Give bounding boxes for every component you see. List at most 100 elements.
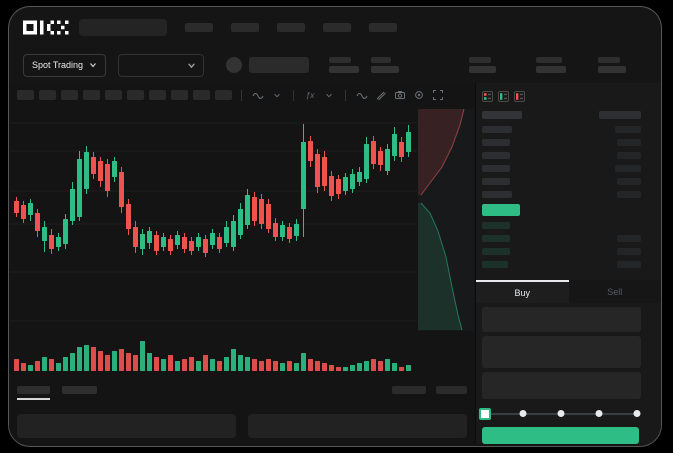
candle-body [259,199,264,224]
orders-table-left[interactable] [17,414,236,438]
pair-dropdown[interactable] [118,53,205,77]
timeframe-button-placeholder[interactable] [105,90,122,100]
order-history-tab[interactable] [62,386,97,394]
ask-amount-placeholder [615,125,641,133]
functions-icon[interactable]: ƒx [305,90,315,100]
price-field[interactable] [482,307,641,333]
volume-bar [266,359,271,371]
volume-bar [406,365,411,371]
nav-item-placeholder[interactable] [323,22,351,32]
last-price-row [482,201,641,219]
candle-body [343,177,348,191]
orders-filter-placeholder[interactable] [436,386,467,394]
orderbook-ask-row[interactable] [482,149,641,162]
orders-filter-placeholder[interactable] [392,386,426,394]
chevron-down-icon[interactable] [270,88,284,102]
timeframe-button-placeholder[interactable] [127,90,144,100]
candle-body [252,197,257,221]
volume-bar [294,363,299,371]
orderbook-bid-row[interactable] [482,232,641,245]
nav-item-placeholder[interactable] [369,22,397,32]
fullscreen-icon[interactable] [431,88,445,102]
orderbook-bid-row[interactable] [482,219,641,232]
orderbook-bid-row[interactable] [482,245,641,258]
stat-group [371,57,400,73]
orderbook-ask-row[interactable] [482,188,641,201]
chart-toolbar: ƒx [9,83,475,107]
slider-stop[interactable] [519,410,527,418]
orderbook-ask-row[interactable] [482,175,641,188]
candle-body [112,161,117,177]
timeframe-button-placeholder[interactable] [171,90,188,100]
buy-submit-button[interactable] [482,426,639,445]
volume-bar [210,359,215,371]
orderbook-ask-row[interactable] [482,162,641,175]
total-field[interactable] [482,372,641,400]
volume-bar [56,363,61,371]
timeframe-button-placeholder[interactable] [39,90,56,100]
indicators-wave-icon[interactable] [251,88,265,102]
candle-body [336,179,341,194]
slider-stop[interactable] [557,410,565,418]
bid-price-placeholder [482,234,510,242]
slider-handle[interactable] [479,408,491,421]
orderbook-bid-row[interactable] [482,258,641,271]
volume-bar [238,355,243,371]
amount-field[interactable] [482,336,641,369]
volume-bar [252,359,257,371]
ask-price-placeholder [482,164,510,172]
nav-item-placeholder[interactable] [231,22,259,32]
timeframe-button-placeholder[interactable] [149,90,166,100]
book-bids-icon[interactable] [498,91,509,102]
price-placeholder [249,57,310,73]
nav-item-placeholder[interactable] [185,22,213,32]
volume-bar [217,361,222,371]
camera-icon[interactable] [393,88,407,102]
candlestick-chart[interactable] [9,107,475,381]
top-navbar [9,7,661,47]
volume-bar [322,363,327,371]
open-orders-tab[interactable] [17,386,50,400]
stat-value-placeholder [598,66,627,73]
timeframe-button-placeholder[interactable] [215,90,232,100]
amount-slider[interactable] [479,403,641,423]
candle-body [42,227,47,241]
order-form [476,303,661,400]
orderbook-ask-row[interactable] [482,123,641,136]
book-combined-icon[interactable] [482,91,493,102]
sell-tab[interactable]: Sell [568,279,661,304]
timeframe-button-placeholder[interactable] [193,90,210,100]
timeframe-button-placeholder[interactable] [17,90,34,100]
last-price-badge[interactable] [482,203,520,216]
coin-avatar[interactable] [226,57,243,73]
volume-bar [315,361,320,371]
orders-history-tabs [9,381,475,405]
stat-group [329,57,360,73]
bid-price-placeholder [482,247,510,255]
volume-bar [14,359,19,371]
settings-gear-icon[interactable] [412,88,426,102]
slider-stop[interactable] [633,410,641,418]
candle-body [217,237,222,249]
candle-body [399,142,404,157]
volume-bar [392,363,397,371]
draw-tools-icon[interactable] [374,88,388,102]
nav-item-placeholder[interactable] [277,22,305,32]
tab-placeholder [17,386,50,394]
volume-bar [147,353,152,371]
market-type-dropdown[interactable]: Spot Trading [23,53,107,77]
timeframe-button-placeholder[interactable] [61,90,78,100]
buy-tab[interactable]: Buy [476,279,569,304]
orders-table-right[interactable] [248,414,467,438]
bid-price-placeholder [482,221,510,229]
chevron-down-icon[interactable] [322,88,336,102]
search-input[interactable] [79,18,167,36]
orderbook-ask-row[interactable] [482,136,641,149]
slider-stop[interactable] [595,410,603,418]
line-chart-icon[interactable] [355,88,369,102]
candle-body [238,209,243,235]
book-asks-icon[interactable] [514,91,525,102]
timeframe-button-placeholder[interactable] [83,90,100,100]
depth-bids-line [420,202,463,331]
